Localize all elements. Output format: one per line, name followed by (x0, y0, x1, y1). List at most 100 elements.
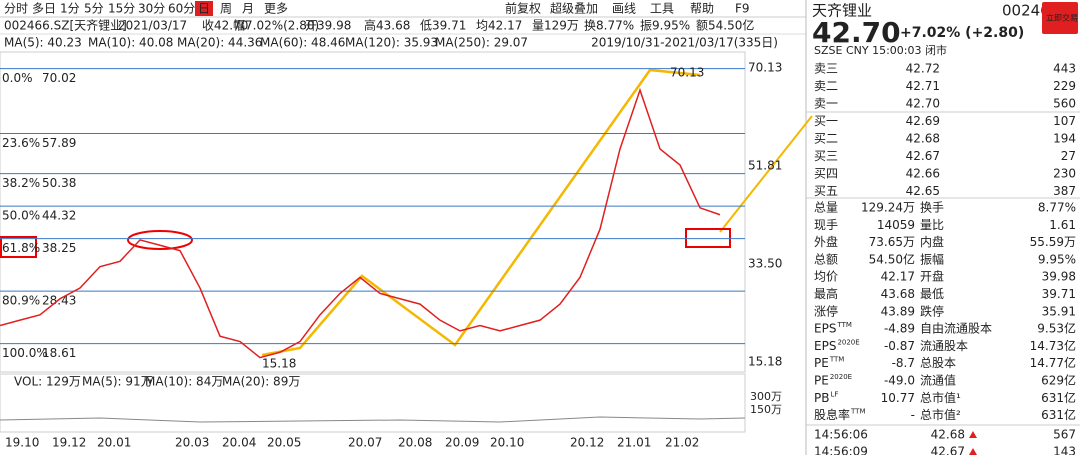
trade-button[interactable] (1042, 2, 1078, 34)
book-price: 42.65 (906, 184, 940, 198)
period-tab[interactable]: 30分 (138, 2, 165, 16)
trend-line (719, 115, 813, 233)
stat-value: -49.0 (884, 374, 915, 388)
volume-axis-label: 150万 (750, 403, 782, 416)
book-label: 买五 (814, 184, 838, 198)
x-tick-label: 20.08 (398, 436, 432, 450)
y-tick-label: 70.13 (748, 61, 782, 75)
stat-value: - (911, 408, 915, 422)
stat-label: 总市值² (920, 407, 961, 422)
stat-label-sup: LF (830, 390, 838, 398)
x-tick-label: 20.10 (490, 436, 524, 450)
stat-label-sup: 2020E (837, 338, 859, 346)
up-arrow (969, 431, 977, 438)
info-field: 002466.SZ[天齐锂业] (4, 18, 127, 33)
book-volume: 387 (1053, 184, 1076, 198)
book-price: 42.70 (906, 97, 940, 111)
x-tick-label: 20.09 (445, 436, 479, 450)
book-price: 42.67 (906, 149, 940, 163)
book-volume: 443 (1053, 62, 1076, 76)
x-tick-label: 19.10 (5, 436, 39, 450)
fib-percent: 0.0% (2, 71, 33, 85)
date-range: 2019/10/31-2021/03/17(335日) (591, 36, 778, 50)
period-tab[interactable]: 月 (242, 2, 254, 16)
stat-value: 35.91 (1042, 304, 1076, 318)
period-tab[interactable]: 日 (198, 2, 210, 16)
period-tab[interactable]: 周 (220, 2, 232, 16)
stat-value: 129.24万 (861, 201, 915, 215)
volume-pane (0, 373, 746, 433)
stat-value: 39.71 (1042, 287, 1076, 301)
fib-value: 38.25 (42, 241, 76, 255)
stat-value: 9.53亿 (1037, 321, 1076, 336)
stat-label: 换手 (920, 201, 944, 215)
book-label: 卖三 (814, 62, 838, 76)
info-field: 量129万 (532, 19, 579, 33)
fib-percent: 23.6% (2, 136, 40, 150)
period-tab[interactable]: 5分 (84, 2, 104, 16)
period-tab[interactable]: 1分 (60, 2, 80, 16)
period-tab[interactable]: 60分 (168, 2, 195, 16)
book-label: 买二 (814, 132, 838, 146)
highlight (685, 228, 731, 248)
tool-button[interactable]: F9 (735, 2, 750, 16)
stat-value: 9.95% (1038, 252, 1076, 266)
stat-label: 总额 (814, 252, 838, 266)
x-tick-label: 19.12 (52, 436, 86, 450)
tool-button[interactable]: 超级叠加 (550, 1, 598, 16)
stat-label-sup: 2020E (830, 373, 852, 381)
stat-value: 629亿 (1041, 373, 1076, 388)
book-volume: 230 (1053, 167, 1076, 181)
stat-label-sup: TTM (836, 321, 851, 329)
book-price: 42.68 (906, 132, 940, 146)
book-volume: 229 (1053, 79, 1076, 93)
x-tick-label: 20.07 (348, 436, 382, 450)
stat-label-sup: TTM (829, 356, 844, 364)
volume-legend: MA(10): 84万 (145, 375, 223, 389)
info-field: 低39.71 (420, 19, 466, 33)
x-tick-label: 20.05 (267, 436, 301, 450)
info-field: 收42.70 (202, 19, 248, 33)
stat-value: 73.65万 (869, 235, 915, 249)
stat-label-sup: TTM (850, 408, 865, 416)
tool-button[interactable]: 帮助 (690, 2, 714, 16)
fib-value: 44.32 (42, 209, 76, 223)
fib-percent: 38.2% (2, 176, 40, 190)
stat-label: 总股本 (920, 356, 956, 370)
stat-label: PE (814, 356, 829, 370)
tick-price: 42.68 (931, 428, 965, 442)
ma-legend: MA(5): 40.23 (4, 36, 82, 50)
trend-line (261, 68, 701, 357)
stat-label: 现手 (814, 218, 838, 232)
period-tab[interactable]: 更多 (264, 2, 288, 16)
stat-label: 均价 (814, 270, 838, 284)
highlight (0, 236, 37, 258)
period-tab[interactable]: 15分 (108, 2, 135, 16)
volume-axis-label: 300万 (750, 390, 782, 403)
tool-button[interactable]: 工具 (650, 2, 674, 16)
tool-button[interactable]: 前复权 (505, 1, 541, 16)
book-label: 卖一 (814, 97, 838, 111)
fib-percent: 100.0% (2, 346, 48, 360)
stat-value: -8.7 (892, 356, 915, 370)
info-field: 高43.68 (364, 18, 410, 33)
period-tab[interactable]: 分时 (4, 2, 28, 16)
tool-button[interactable]: 画线 (612, 2, 636, 16)
trade-button-label[interactable]: 立即交易 (1046, 13, 1078, 23)
book-volume: 560 (1053, 97, 1076, 111)
fib-value: 28.43 (42, 294, 76, 308)
stat-label: 跌停 (920, 303, 944, 318)
stat-value: 55.59万 (1030, 235, 1076, 249)
stat-value: 631亿 (1041, 390, 1076, 405)
stat-label: 自由流通股本 (920, 322, 992, 336)
book-label: 买一 (814, 114, 838, 128)
info-field: 开39.98 (305, 19, 351, 33)
tick-price: 42.67 (931, 445, 965, 455)
fib-value: 50.38 (42, 176, 76, 190)
book-price: 42.66 (906, 167, 940, 181)
period-tab[interactable]: 多日 (32, 2, 56, 16)
up-arrow (969, 448, 977, 455)
stat-label: PB (814, 391, 829, 405)
info-field: 2021/03/17 (118, 19, 187, 33)
